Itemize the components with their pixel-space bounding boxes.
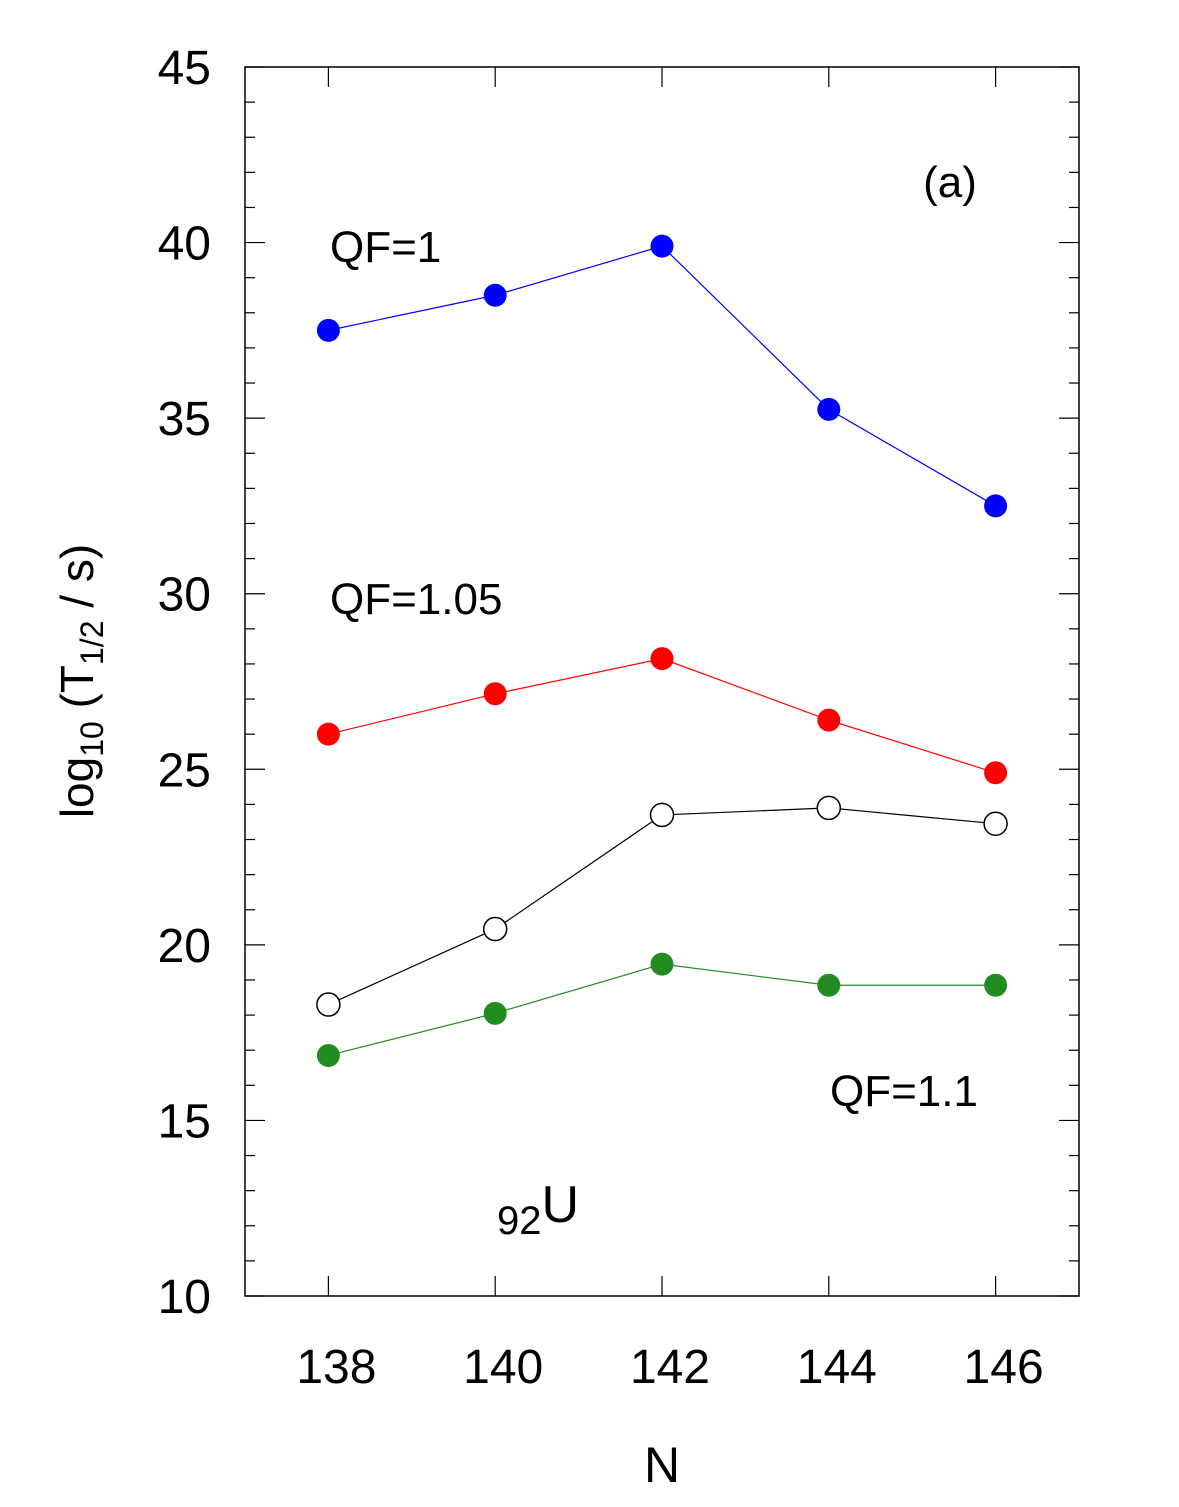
x-tick-label: 138	[296, 1341, 376, 1394]
data-point-qf-1-05	[650, 647, 674, 671]
data-point-qf-1	[316, 318, 340, 342]
data-point-qf-1-05	[316, 722, 340, 746]
y-label-log: log	[51, 757, 103, 818]
data-point-experiment	[816, 795, 842, 821]
annotation-qf11: QF=1.1	[830, 1067, 978, 1116]
axis-ticks	[245, 66, 1079, 1297]
y-label-open: (T	[51, 665, 103, 721]
data-point-qf-1-1	[483, 1001, 507, 1025]
data-point-qf-1	[483, 283, 507, 307]
annotation-qf105: QF=1.05	[330, 575, 502, 624]
series-line-qf-1-05	[328, 658, 996, 774]
series-group	[316, 234, 1008, 1067]
y-tick-label: 45	[158, 42, 211, 95]
y-label-close: / s)	[51, 544, 103, 621]
data-point-qf-1	[984, 494, 1008, 518]
y-label-log-sub: 10	[74, 721, 110, 757]
element-subscript: 92	[497, 1199, 542, 1243]
y-label-t-sub: 1/2	[74, 621, 110, 665]
data-point-qf-1-05	[817, 708, 841, 732]
data-point-qf-1	[650, 234, 674, 258]
y-tick-label: 30	[158, 569, 211, 622]
data-point-qf-1-1	[984, 973, 1008, 997]
y-tick-label: 40	[158, 218, 211, 271]
y-tick-label: 25	[158, 744, 211, 797]
x-tick-label: 142	[630, 1341, 710, 1394]
panel-label: (a)	[923, 158, 977, 207]
data-point-experiment	[983, 811, 1008, 836]
annotation-qf1: QF=1	[330, 223, 441, 272]
y-tick-label: 35	[158, 393, 211, 446]
y-tick-label: 15	[158, 1095, 211, 1148]
element-symbol: U	[542, 1176, 580, 1234]
x-tick-label: 144	[797, 1341, 877, 1394]
data-point-qf-1-05	[984, 761, 1008, 785]
tick-labels: 10 15 20 25 30 35 40 45 138 140 142 144 146	[158, 42, 1044, 1394]
data-point-qf-1-05	[483, 682, 507, 706]
y-axis-label: log10 (T1/2 / s)	[51, 544, 110, 818]
series-line-qf-1-1	[328, 963, 996, 1057]
data-point-qf-1-1	[817, 973, 841, 997]
data-point-experiment	[482, 916, 508, 942]
data-point-qf-1-1	[316, 1043, 340, 1067]
data-point-experiment	[649, 802, 675, 828]
x-axis-label: N	[644, 1437, 680, 1493]
data-point-qf-1-1	[650, 952, 674, 976]
data-point-experiment	[316, 992, 341, 1017]
x-tick-label: 140	[463, 1341, 543, 1394]
y-tick-label: 20	[158, 920, 211, 973]
series-line-qf-1	[328, 245, 996, 507]
data-point-qf-1	[817, 397, 841, 421]
element-label: 92U	[497, 1176, 579, 1243]
y-tick-label: 10	[158, 1271, 211, 1324]
x-tick-label: 146	[964, 1341, 1044, 1394]
